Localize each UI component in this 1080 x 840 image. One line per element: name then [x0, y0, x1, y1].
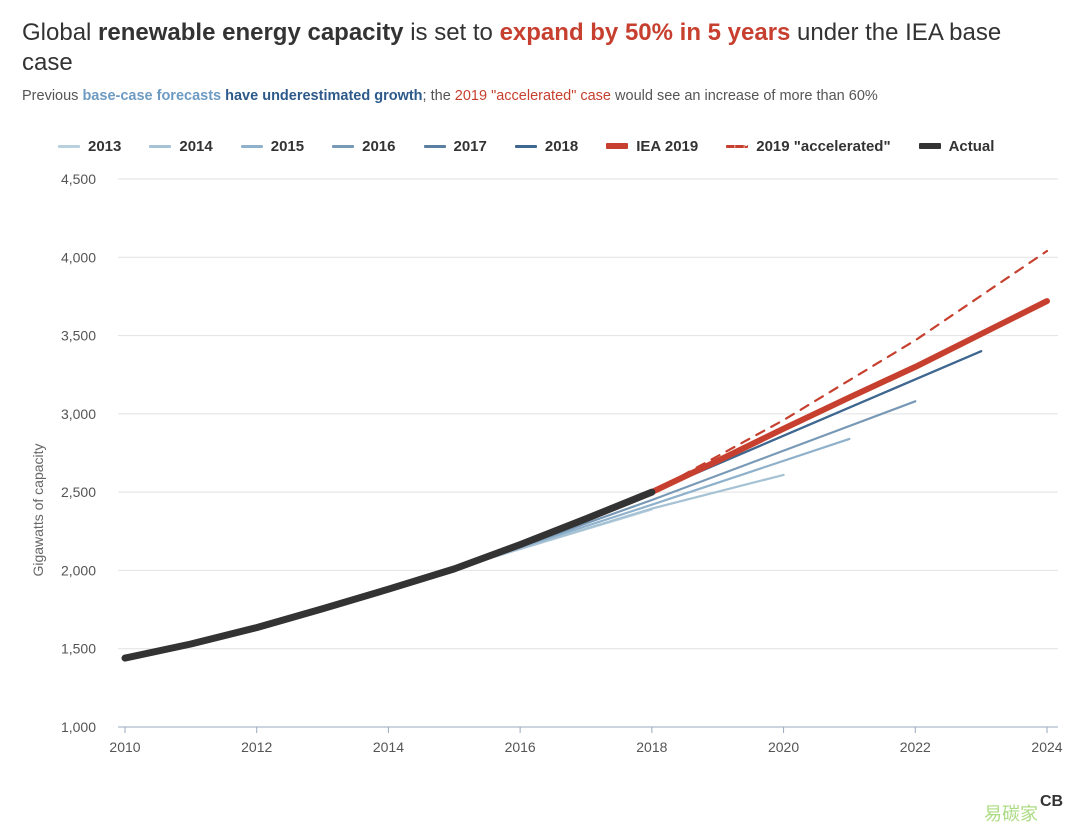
y-tick-label: 3,500	[61, 328, 96, 344]
chart-title: Global renewable energy capacity is set …	[22, 19, 1002, 76]
legend-label: 2017	[453, 137, 487, 155]
x-tick-label: 2012	[241, 739, 272, 755]
legend-item-actual[interactable]: Actual	[918, 137, 995, 155]
legend-item-2017[interactable]: 2017	[423, 137, 487, 155]
legend-label: Actual	[948, 137, 995, 155]
legend-item-2013[interactable]: 2013	[58, 138, 121, 155]
legend-swatch-2018	[514, 144, 537, 148]
series-line-actual[interactable]	[121, 488, 656, 662]
legend-label: 2019 "accelerated"	[756, 137, 891, 155]
legend-item-accelerated[interactable]: 2019 "accelerated"	[726, 137, 891, 155]
x-tick-label: 2016	[505, 739, 536, 755]
legend-label: 2016	[362, 137, 396, 155]
y-tick-label: 1,000	[61, 719, 96, 735]
legend-swatch-2016	[332, 144, 355, 148]
y-tick-label: 2,500	[61, 484, 96, 500]
legend-item-2015[interactable]: 2015	[240, 137, 305, 155]
x-tick-label: 2014	[373, 739, 404, 755]
legend-item-2016[interactable]: 2016	[332, 137, 396, 155]
series-line-iea-2019[interactable]	[648, 298, 1050, 496]
legend-label: 2013	[88, 137, 122, 155]
series-line-2016[interactable]	[518, 400, 917, 548]
legend-swatch-actual	[918, 143, 941, 149]
y-tick-label: 4,500	[61, 171, 96, 187]
legend-swatch-2013	[58, 144, 80, 148]
legend-label: 2015	[270, 137, 305, 155]
legend-item-2014[interactable]: 2014	[149, 137, 213, 155]
x-tick-label: 2018	[636, 739, 667, 755]
axes: 1,000 1,500 2,000 2,500 3,000 3,500 4,000 4,500…	[61, 171, 1063, 755]
legend-swatch-2017	[423, 144, 446, 148]
line-chart: 1,000 1,500 2,000 2,500 3,000 3,500 4,000 4,500…	[30, 171, 1063, 755]
x-tick-label: 2020	[768, 739, 799, 755]
legend-item-iea-2019[interactable]: IEA 2019	[606, 138, 698, 155]
legend-label: 2014	[179, 137, 213, 155]
series	[121, 249, 1050, 662]
header: Global renewable energy capacity is set …	[22, 18, 1052, 104]
x-tick-label: 2024	[1031, 739, 1062, 755]
legend-swatch-2014	[149, 144, 172, 148]
legend-swatch-accelerated	[726, 144, 749, 148]
y-tick-label: 1,500	[61, 641, 96, 657]
legend: 2013 2014 2015 2016 2017 2018 IEA 2019 2…	[58, 136, 1022, 156]
y-tick-label: 4,000	[61, 249, 96, 265]
gridlines	[118, 178, 1058, 728]
y-axis-label: Gigawatts of capacity	[30, 443, 46, 576]
legend-swatch-iea-2019	[606, 143, 629, 149]
chart-subtitle: Previous base-case forecasts have undere…	[22, 88, 878, 104]
x-tick-label: 2010	[109, 739, 140, 755]
series-line-2014[interactable]	[453, 473, 785, 570]
legend-swatch-2015	[240, 144, 263, 148]
watermark-logo: 易碳家 CB	[984, 793, 1063, 825]
watermark-badge: CB	[1040, 793, 1063, 810]
legend-label: 2018	[544, 137, 579, 155]
legend-item-2018[interactable]: 2018	[514, 137, 579, 155]
watermark-text: 易碳家	[984, 804, 1038, 825]
x-tick-label: 2022	[900, 739, 931, 755]
y-tick-label: 3,000	[61, 406, 96, 422]
legend-label: IEA 2019	[636, 137, 699, 155]
y-tick-label: 2,000	[61, 562, 96, 578]
series-line-2019-accelerated[interactable]	[650, 249, 1049, 494]
